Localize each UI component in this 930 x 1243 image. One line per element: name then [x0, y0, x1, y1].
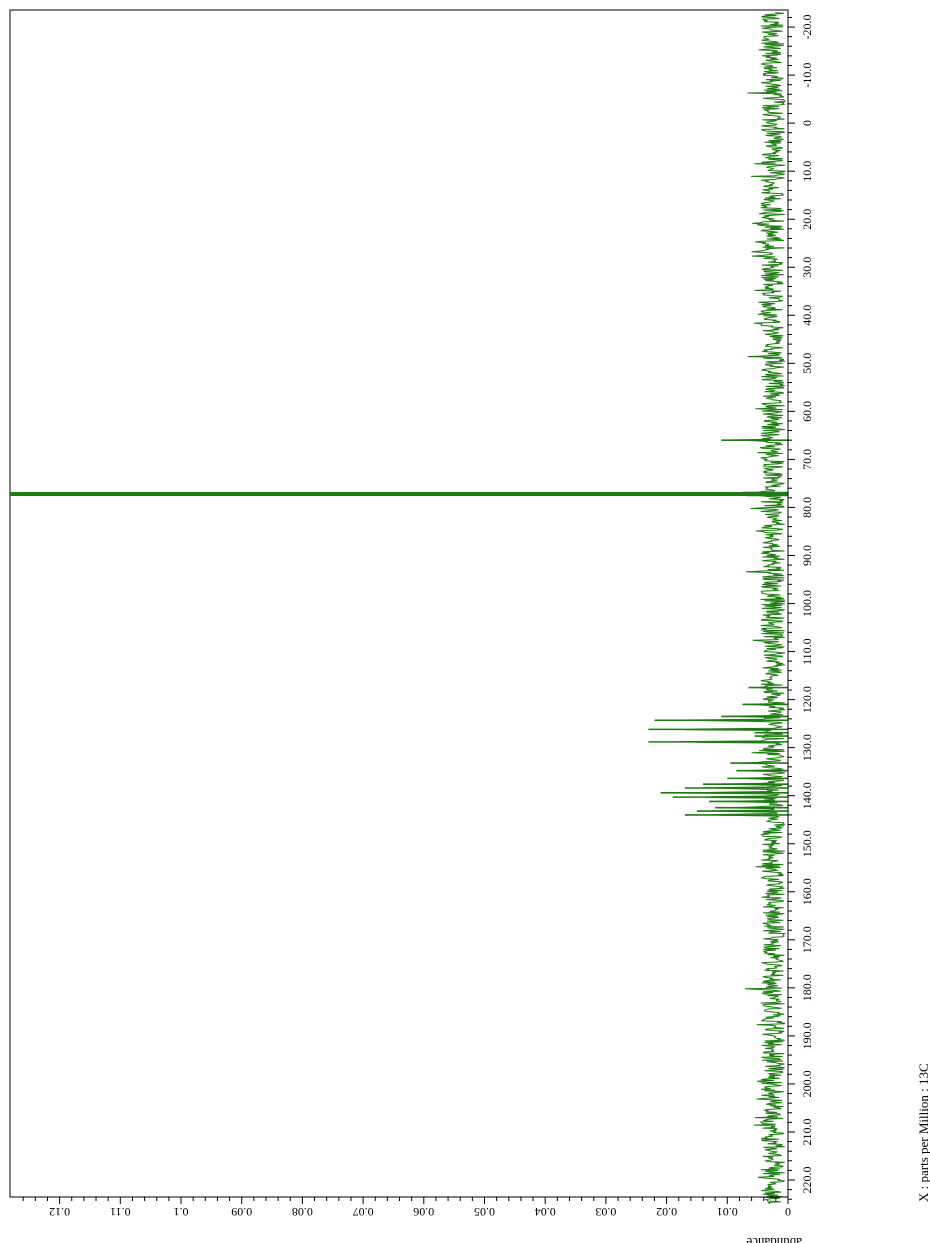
ppm-tick-label: 160.0	[800, 878, 814, 905]
ppm-tick-label: 220.0	[800, 1167, 814, 1194]
spectrum-trace	[10, 12, 788, 1205]
abundance-tick-label: 0.11	[110, 1205, 131, 1219]
ppm-tick-label: 100.0	[800, 590, 814, 617]
ppm-tick-label: 140.0	[800, 782, 814, 809]
ppm-tick-label: 70.0	[800, 449, 814, 470]
abundance-tick-label: 0.09	[231, 1205, 252, 1219]
abundance-tick-label: 0.05	[474, 1205, 495, 1219]
abundance-tick-label: 0.04	[535, 1205, 556, 1219]
ppm-tick-label: 200.0	[800, 1070, 814, 1097]
ppm-tick-label: 130.0	[800, 734, 814, 761]
abundance-tick-label: 0.02	[656, 1205, 677, 1219]
abundance-axis: 0 0.01 0.02 0.03 0.04 0.05 0.06 0.07 0.08 0.09 0.1…	[10, 1196, 791, 1219]
ppm-tick-label: 180.0	[800, 974, 814, 1001]
ppm-tick-label: 60.0	[800, 401, 814, 422]
ppm-tick-label: 50.0	[800, 353, 814, 374]
ppm-axis: 220.0 210.0 200.0 190.0 180.0 170.0 160.0 150.0…	[787, 10, 814, 1200]
ppm-tick-label: -20.0	[800, 15, 814, 40]
abundance-tick-label: 0	[785, 1205, 791, 1219]
spectrum-line	[219, 12, 787, 1205]
abundance-tick-label: 0.03	[595, 1205, 616, 1219]
ppm-tick-label: 30.0	[800, 257, 814, 278]
ppm-tick-label: 120.0	[800, 686, 814, 713]
ppm-tick-label: -10.0	[800, 63, 814, 88]
ppm-tick-label: 170.0	[800, 926, 814, 953]
ppm-tick-label: 80.0	[800, 497, 814, 518]
x-axis-title: X : parts per Million : 13C	[916, 1063, 930, 1202]
ppm-tick-label: 10.0	[800, 161, 814, 182]
abundance-tick-label: 0.1	[174, 1205, 189, 1219]
ppm-tick-label: 110.0	[800, 638, 814, 665]
abundance-tick-label: 0.12	[49, 1205, 70, 1219]
ppm-tick-label: 0	[800, 120, 814, 126]
abundance-tick-label: 0.01	[717, 1205, 738, 1219]
abundance-tick-label: 0.08	[292, 1205, 313, 1219]
y-axis-title: abundance	[746, 1235, 802, 1243]
abundance-tick-label: 0.07	[353, 1205, 374, 1219]
ppm-tick-label: 90.0	[800, 545, 814, 566]
ppm-tick-label: 210.0	[800, 1119, 814, 1146]
ppm-tick-label: 150.0	[800, 830, 814, 857]
ppm-tick-label: 20.0	[800, 209, 814, 230]
ppm-tick-label: 40.0	[800, 305, 814, 326]
ppm-tick-label: 190.0	[800, 1022, 814, 1049]
abundance-tick-label: 0.06	[413, 1205, 434, 1219]
